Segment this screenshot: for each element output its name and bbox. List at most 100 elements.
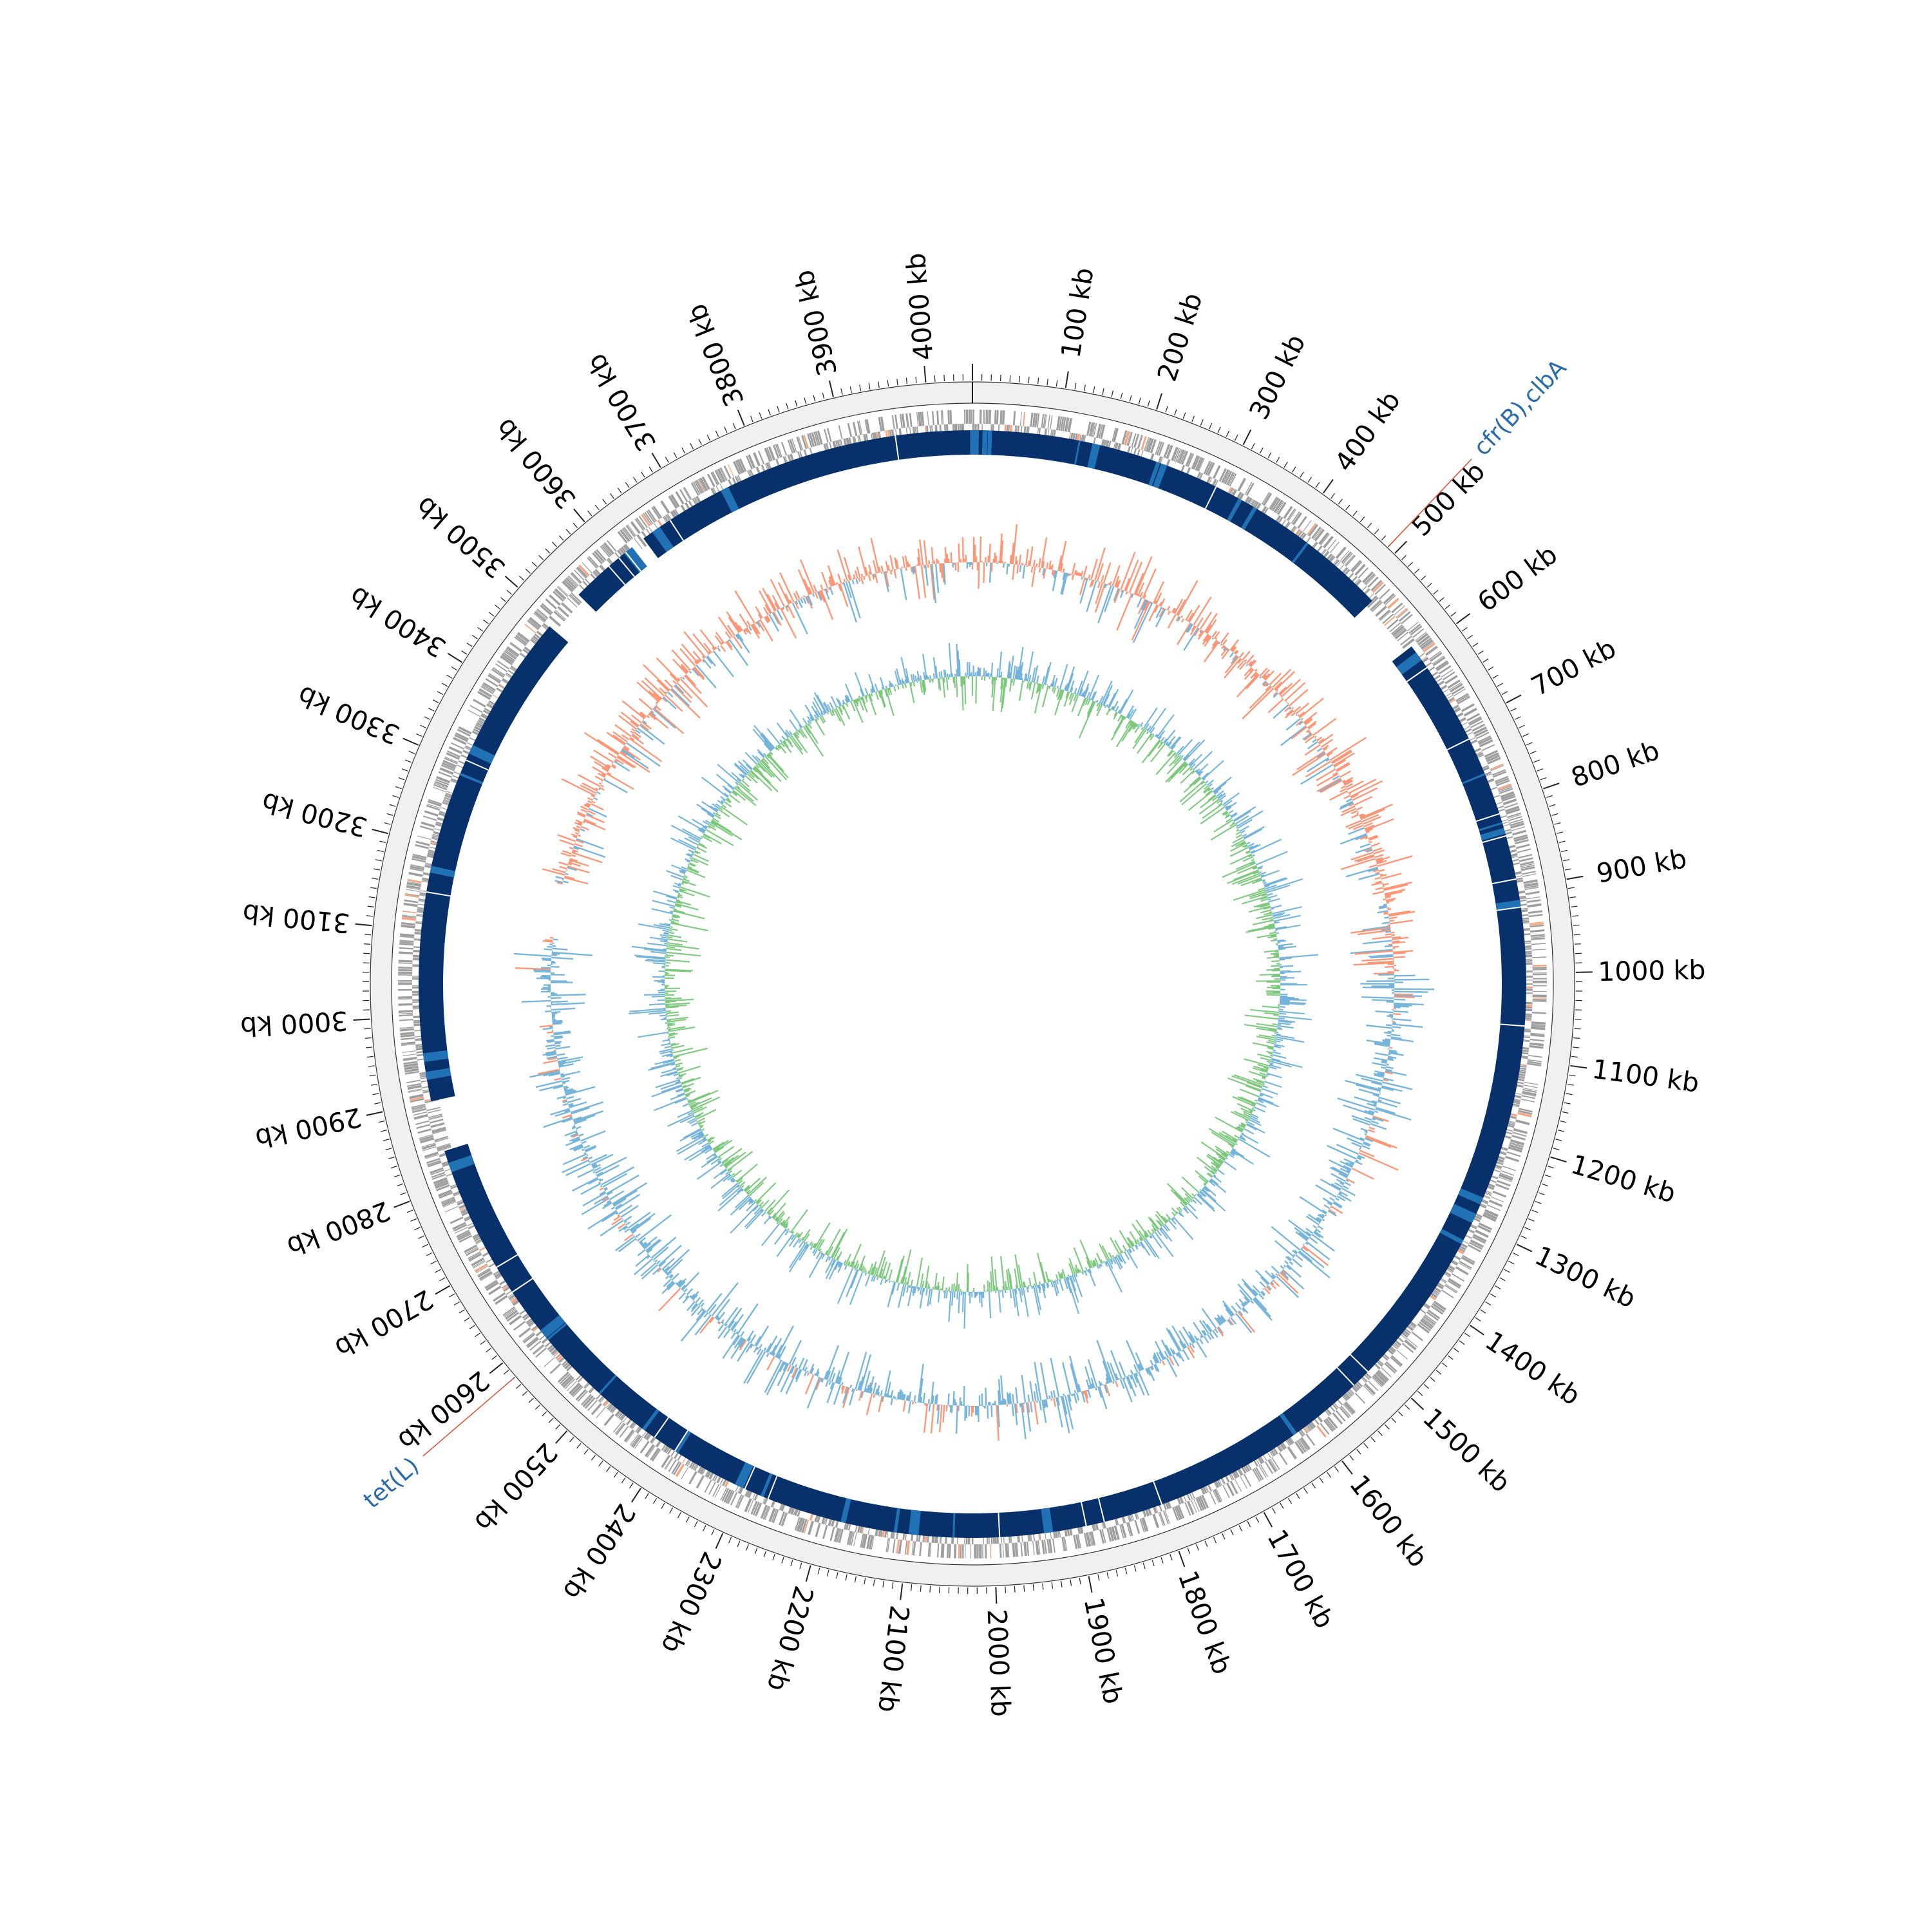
cds-feature	[748, 454, 756, 469]
minor-tick	[364, 943, 371, 945]
cds-feature	[1044, 414, 1047, 429]
gc-content-bar	[815, 1377, 822, 1390]
gc-content-bar	[1104, 586, 1115, 612]
gc-skew-bar	[1028, 681, 1032, 691]
cds-feature	[1287, 509, 1297, 522]
cds-feature	[1495, 1183, 1510, 1191]
gc-content-bar	[824, 1370, 829, 1379]
cds-feature	[1283, 506, 1292, 518]
cds-feature	[406, 1079, 421, 1084]
gc-skew-bar	[1070, 687, 1074, 693]
blast-break	[767, 1475, 778, 1499]
cds-feature	[469, 705, 483, 713]
blast-break	[998, 1512, 1001, 1538]
gc-content-bar	[726, 640, 733, 649]
gc-content-bar	[1142, 568, 1157, 599]
cds-feature	[1162, 1510, 1169, 1524]
cds-feature	[527, 620, 539, 630]
cds-feature	[1222, 1484, 1230, 1499]
gc-content-bar	[1152, 1356, 1157, 1364]
cds-feature	[1311, 526, 1321, 539]
minor-tick	[558, 535, 564, 541]
gc-skew-bar	[1191, 763, 1196, 768]
blast-break	[1350, 1354, 1368, 1372]
gc-content-bar	[1345, 1162, 1354, 1167]
gc-content-bar	[573, 1114, 596, 1124]
minor-tick	[1028, 377, 1030, 384]
cds-feature	[1441, 668, 1454, 678]
gc-content-bar	[1294, 1227, 1310, 1240]
cds-feature	[1191, 1499, 1197, 1513]
gc-content-bar	[842, 1387, 849, 1404]
gc-skew-bar	[1242, 856, 1253, 862]
blast-break	[1204, 486, 1217, 509]
minor-tick	[1359, 516, 1365, 522]
gc-content-bar	[631, 1229, 637, 1235]
cds-feature	[559, 1373, 571, 1385]
gc-content-bar	[1165, 1345, 1173, 1356]
cds-feature	[1412, 628, 1425, 638]
gc-skew-bar	[1068, 693, 1075, 705]
cds-feature	[1428, 650, 1441, 660]
gc-content-bar	[1097, 563, 1104, 582]
gc-content-bar	[1091, 1383, 1094, 1388]
minor-tick	[400, 1192, 406, 1195]
cds-feature	[485, 678, 498, 687]
gc-skew-bar	[1134, 725, 1141, 734]
gc-content-bar	[1198, 630, 1204, 637]
gc-content-bar	[756, 621, 761, 628]
cds-feature	[644, 1444, 655, 1457]
gc-content-bar	[1189, 1345, 1195, 1353]
cds-feature	[1164, 1510, 1170, 1524]
gc-content-bar	[835, 583, 837, 585]
gc-content-bar	[574, 1119, 587, 1124]
gc-skew-bar	[1274, 1040, 1281, 1043]
gc-content-bar	[596, 1164, 620, 1178]
gc-content-bar	[997, 1405, 1000, 1428]
major-tick	[1242, 429, 1252, 446]
gc-skew-bar	[1217, 793, 1223, 799]
cds-feature	[1384, 1363, 1396, 1374]
gc-content-bar	[1296, 750, 1325, 770]
cds-feature	[694, 480, 703, 494]
cds-feature	[836, 1528, 841, 1542]
gc-content-bar	[611, 1217, 622, 1226]
gc-skew-bar	[1229, 853, 1252, 865]
gc-content-bar	[594, 788, 599, 791]
gc-content-bar	[1380, 873, 1402, 880]
gc-content-bar	[1150, 1359, 1154, 1366]
minor-tick	[369, 1074, 376, 1077]
gc-content-bar	[641, 680, 663, 700]
gc-content-bar	[1312, 1224, 1318, 1229]
cds-feature	[696, 1475, 705, 1489]
cds-feature	[509, 1314, 522, 1325]
gc-content-bar	[582, 1155, 588, 1160]
minor-tick	[911, 1584, 913, 1591]
gc-skew-bar	[1198, 770, 1204, 776]
cds-feature	[503, 1307, 516, 1317]
gc-content-bar	[612, 1182, 648, 1205]
gc-content-bar	[724, 1307, 739, 1326]
cds-feature	[708, 1481, 716, 1495]
gc-content-bar	[1378, 869, 1385, 872]
cds-feature	[822, 1524, 828, 1539]
minor-tick	[1391, 1417, 1397, 1423]
gc-content-bar	[584, 803, 591, 807]
gc-content-bar	[1114, 576, 1120, 587]
gc-skew-bar	[1262, 880, 1266, 883]
gc-content-bar	[1245, 1301, 1249, 1304]
cds-feature	[401, 1043, 416, 1046]
cds-feature	[549, 615, 562, 627]
cds-feature	[600, 545, 611, 558]
gc-content-bar	[900, 1392, 904, 1400]
gc-skew-bar	[1166, 743, 1169, 746]
gc-content-bar	[1224, 656, 1240, 674]
cds-feature	[601, 544, 612, 557]
cds-feature	[497, 660, 510, 670]
gc-content-bar	[586, 802, 591, 806]
major-tick	[1263, 1511, 1273, 1528]
gc-skew-bar	[1183, 754, 1190, 761]
minor-tick	[1267, 452, 1272, 459]
gc-content-bar	[641, 1264, 659, 1280]
cds-feature	[447, 750, 461, 758]
